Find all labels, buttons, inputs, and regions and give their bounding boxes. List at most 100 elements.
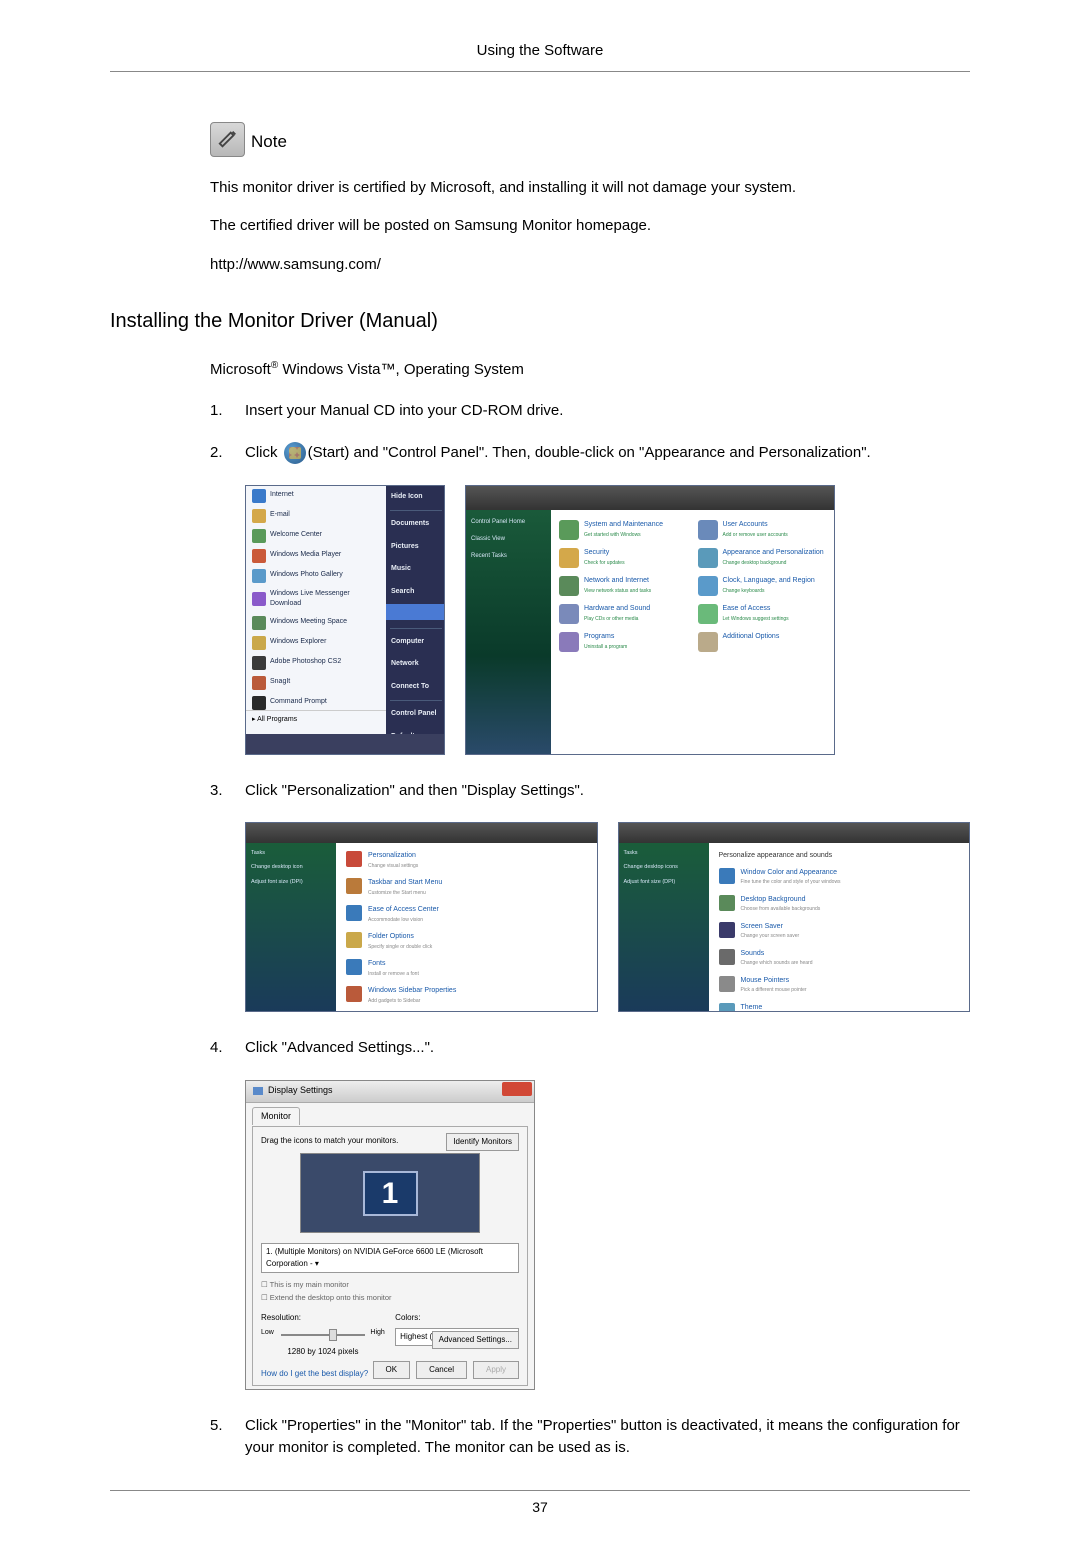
step3-text: Click "Personalization" and then "Displa… [245, 780, 970, 803]
extend-desktop-check: ☐ Extend the desktop onto this monitor [261, 1292, 519, 1303]
start-menu-item: SnagIt [246, 673, 386, 693]
section-heading: Installing the Monitor Driver (Manual) [110, 306, 970, 336]
step4-text: Click "Advanced Settings...". [245, 1037, 970, 1060]
page-number: 37 [110, 1490, 970, 1518]
start-orb-icon [284, 442, 306, 464]
step5-text: Click "Properties" in the "Monitor" tab.… [245, 1415, 970, 1460]
pz-row: Folder OptionsSpecify single or double c… [346, 932, 587, 951]
step5-num: 5. [210, 1415, 245, 1460]
start-menu-item: Windows Photo Gallery [246, 566, 386, 586]
pz-row: Windows Sidebar PropertiesAdd gadgets to… [346, 986, 587, 1005]
cp-item: ProgramsUninstall a program [559, 632, 688, 652]
pz-left-item: Adjust font size (DPI) [624, 878, 704, 886]
monitor-dropdown: 1. (Multiple Monitors) on NVIDIA GeForce… [261, 1243, 519, 1273]
cp-item: Ease of AccessLet Windows suggest settin… [698, 604, 827, 624]
start-menu-item: E-mail [246, 506, 386, 526]
step4-num: 4. [210, 1037, 245, 1060]
pz-row: SoundsChange which sounds are heard [719, 949, 960, 968]
identify-monitors-button: Identify Monitors [446, 1133, 519, 1151]
start-menu-item: Windows Live Messenger Download [246, 586, 386, 613]
appearance-screenshot: Tasks Change desktop icon Adjust font size… [245, 822, 598, 1012]
best-display-link: How do I get the best display? [261, 1368, 368, 1380]
start-menu-item: Windows Meeting Space [246, 613, 386, 633]
pz-left-item: Change desktop icons [624, 863, 704, 871]
start-menu-right-item: Music [386, 558, 445, 581]
pz-row: Mouse PointersPick a different mouse poi… [719, 976, 960, 995]
start-menu-right-item: Control Panel [386, 703, 445, 726]
pz-row: Ease of Access CenterAccommodate low vis… [346, 905, 587, 924]
resolution-slider: Low High [261, 1328, 385, 1342]
ds-tab-monitor: Monitor [252, 1107, 300, 1126]
window-icon [252, 1085, 264, 1097]
start-menu-right-item: Pictures [386, 536, 445, 559]
ok-button: OK [373, 1361, 411, 1379]
note-label: Note [251, 129, 287, 155]
step2-text: Click (Start) and "Control Panel". Then,… [245, 442, 970, 465]
step3-num: 3. [210, 780, 245, 803]
pz-left-item: Adjust font size (DPI) [251, 878, 331, 886]
start-menu-item: Internet [246, 486, 386, 506]
start-menu-right-item: Computer [386, 631, 445, 654]
cp-left-item: Recent Tasks [471, 552, 546, 561]
pz-row: Taskbar and Start MenuCustomize the Star… [346, 878, 587, 897]
page-header: Using the Software [110, 40, 970, 63]
slider-low: Low [261, 1328, 274, 1339]
start-menu-right-item: Network [386, 653, 445, 676]
apply-button: Apply [473, 1361, 519, 1379]
advanced-settings-button: Advanced Settings... [432, 1331, 519, 1349]
os-line: Microsoft® Windows Vista™, Operating Sys… [210, 358, 970, 382]
cp-item: Network and InternetView network status … [559, 576, 688, 596]
colors-label: Colors: [395, 1312, 519, 1324]
os-mid: Windows Vista™, Operating System [278, 361, 524, 378]
step1-text: Insert your Manual CD into your CD-ROM d… [245, 400, 970, 423]
note-line1: This monitor driver is certified by Micr… [210, 177, 970, 200]
cp-item: System and MaintenanceGet started with W… [559, 520, 688, 540]
monitor-preview: 1 [300, 1153, 480, 1233]
start-menu-right-item: Hide Icon [386, 486, 445, 509]
step2-before: Click [245, 444, 282, 461]
pz2-header: Personalize appearance and sounds [719, 851, 960, 862]
start-menu-screenshot: InternetE-mailWelcome CenterWindows Medi… [245, 485, 445, 755]
cp-item: User AccountsAdd or remove user accounts [698, 520, 827, 540]
pz-row: FontsInstall or remove a font [346, 959, 587, 978]
pz-left-item: Tasks [624, 849, 704, 857]
step2-after: (Start) and "Control Panel". Then, doubl… [308, 444, 871, 461]
all-programs: ▸ All Programs [246, 710, 386, 730]
start-menu-item: Adobe Photoshop CS2 [246, 653, 386, 673]
header-rule [110, 71, 970, 72]
cp-item: Additional Options [698, 632, 827, 652]
start-menu-item: Windows Media Player [246, 546, 386, 566]
pz-row: Desktop BackgroundChoose from available … [719, 895, 960, 914]
note-line2: The certified driver will be posted on S… [210, 215, 970, 238]
note-url: http://www.samsung.com/ [210, 254, 970, 277]
cp-item: Appearance and PersonalizationChange des… [698, 548, 827, 568]
cp-item: Hardware and SoundPlay CDs or other medi… [559, 604, 688, 624]
cp-item: SecurityCheck for updates [559, 548, 688, 568]
step1-num: 1. [210, 400, 245, 423]
resolution-value: 1280 by 1024 pixels [261, 1346, 385, 1358]
monitor-1-icon: 1 [363, 1171, 418, 1216]
pz-row: Screen SaverChange your screen saver [719, 922, 960, 941]
cp-left-item: Classic View [471, 535, 546, 544]
slider-high: High [370, 1328, 384, 1339]
os-prefix: Microsoft [210, 361, 271, 378]
cp-item: Clock, Language, and RegionChange keyboa… [698, 576, 827, 596]
ds-title: Display Settings [268, 1084, 333, 1098]
pz-left-item: Change desktop icon [251, 863, 331, 871]
personalization-screenshot: Tasks Change desktop icons Adjust font siz… [618, 822, 971, 1012]
pz-row: ThemeChange the theme [719, 1003, 960, 1013]
pz-left-item: Tasks [251, 849, 331, 857]
note-icon [210, 122, 245, 157]
pz-row: PersonalizationChange visual settings [346, 851, 587, 870]
start-menu-item: Welcome Center [246, 526, 386, 546]
step2-num: 2. [210, 442, 245, 465]
start-menu-item: Windows Explorer [246, 633, 386, 653]
pz-row: Window Color and AppearanceFine tune the… [719, 868, 960, 887]
resolution-label: Resolution: [261, 1312, 385, 1324]
start-menu-right-item: Documents [386, 513, 445, 536]
start-menu-right-item: Search [386, 581, 445, 604]
main-monitor-check: ☐ This is my main monitor [261, 1279, 519, 1290]
cp-left-item: Control Panel Home [471, 518, 546, 527]
close-icon [502, 1082, 532, 1096]
control-panel-screenshot: Control Panel Home Classic View Recent Tas… [465, 485, 835, 755]
